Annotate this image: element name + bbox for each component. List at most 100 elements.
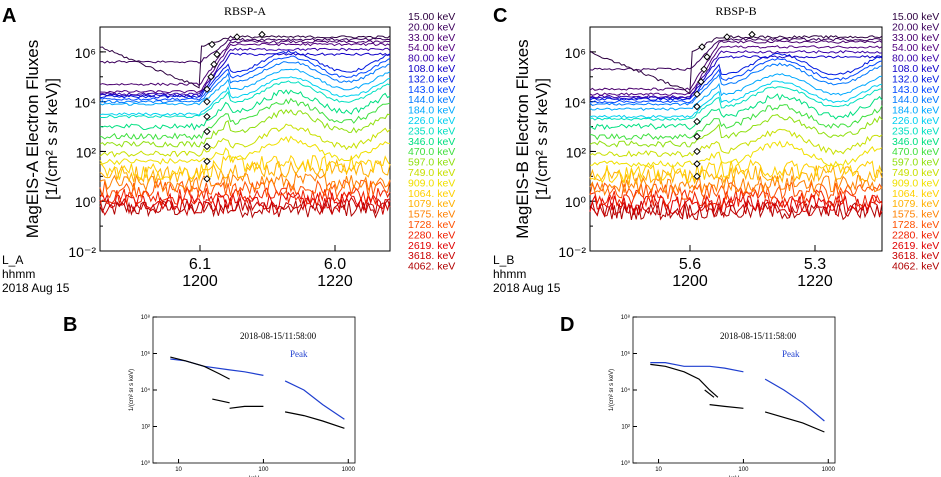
spectrum-line [229, 405, 264, 409]
timestamp-label: 2018-08-15/11:58:00 [720, 331, 797, 341]
legend-energy-label: 15.00 keV [892, 11, 939, 23]
flux-series-line [99, 109, 391, 148]
y-axis-label-line2: [1/(cm² s sr keV)] [534, 78, 551, 200]
legend-energy-label: 184.0 keV [892, 105, 939, 117]
peak-diamond-marker [693, 117, 701, 126]
y-tick-label: 10⁰ [565, 194, 587, 210]
flux-series-line [589, 37, 883, 72]
peak-diamond-marker [213, 50, 221, 59]
panel-letter-d: D [560, 314, 574, 336]
x-tick-label-time: 1220 [317, 273, 353, 290]
spectrum-line [284, 411, 345, 429]
legend-energy-label: 80.00 keV [892, 53, 939, 65]
flux-series-line [589, 174, 883, 197]
flux-series-line [99, 97, 391, 141]
legend-energy-label: 470.0 keV [408, 146, 455, 158]
y-axis-label: 1/(cm² sr s keV) [609, 369, 615, 411]
peak-diamond-marker [693, 160, 701, 168]
y-tick-label: 10² [141, 425, 150, 431]
y-tick-label: 10⁸ [141, 314, 151, 321]
flux-series-line [589, 193, 883, 214]
legend-energy-label: 144.0 keV [408, 94, 455, 106]
x-tick-label-time: 1200 [672, 273, 708, 290]
flux-series-line [589, 73, 883, 111]
flux-series-line [589, 35, 883, 95]
flux-series-line [589, 104, 883, 141]
legend-energy-label: 2619. keV [892, 240, 939, 252]
peak-diamond-marker [693, 172, 701, 181]
flux-series-line [99, 89, 391, 131]
x-row-label: L_B [493, 253, 514, 267]
flux-series-line [99, 61, 391, 104]
panel-c-flux-timeseries: RBSP-B 10⁶ 10⁴ 10² 10⁰ 10⁻² MagEIS-B Electron … [493, 4, 939, 295]
y-tick-label: 10⁰ [141, 460, 151, 467]
spectrum-line [212, 398, 230, 404]
legend-energy-label: 1728. keV [892, 219, 939, 231]
y-tick-label: 10⁶ [141, 351, 151, 358]
peak-spectrum-line [284, 380, 345, 420]
flux-series-line [589, 58, 883, 104]
legend-energy-label: 15.00 keV [408, 11, 455, 23]
y-tick-label: 10⁴ [141, 387, 151, 394]
x-tick-label-l: 5.6 [679, 256, 701, 273]
x-row-label: L_A [2, 253, 23, 267]
y-axis-label: 1/(cm² sr s keV) [129, 369, 135, 411]
legend-energy-label: 20.00 keV [892, 21, 939, 33]
legend-energy-label: 470.0 keV [892, 146, 939, 158]
flux-series-line [589, 181, 883, 201]
peak-legend-label: Peak [782, 349, 800, 359]
peak-diamond-marker [703, 53, 711, 61]
spectrum-line [709, 404, 744, 409]
y-tick-label: 10⁶ [75, 45, 96, 61]
peak-diamond-marker [203, 175, 211, 183]
legend-energy-label: 1079. keV [408, 198, 455, 210]
peak-diamond-marker [693, 102, 701, 111]
y-tick-label: 10⁰ [75, 194, 97, 210]
flux-series-line [589, 80, 883, 119]
spectrum-line [170, 356, 230, 380]
legend-energy-label: 226.0 keV [892, 115, 939, 127]
x-tick-label-l: 6.0 [324, 256, 346, 273]
x-tick-label-time: 1220 [797, 273, 833, 290]
legend-energy-label: 33.00 keV [892, 32, 939, 44]
flux-series-line [589, 50, 883, 99]
x-row-label: 2018 Aug 15 [2, 281, 70, 295]
legend-energy-label: 1064. keV [408, 188, 455, 200]
peak-diamond-marker [697, 78, 705, 86]
legend-energy-label: 184.0 keV [408, 105, 455, 117]
flux-series-line [99, 40, 391, 87]
flux-series-line [99, 191, 391, 212]
panel-b-spectrum: 10⁸10⁶10⁴10²10⁰101001000keV1/(cm² sr s k… [129, 314, 356, 477]
peak-diamond-marker [693, 132, 701, 141]
peak-legend-label: Peak [290, 349, 308, 359]
legend-energy-label: 346.0 keV [408, 136, 455, 148]
timestamp-label: 2018-08-15/11:58:00 [240, 331, 317, 341]
flux-series-line [99, 35, 391, 89]
spectrum-line [650, 363, 719, 398]
peak-diamond-marker [723, 33, 731, 41]
legend-energy-label: 132.0 keV [408, 73, 455, 85]
plot-frame [589, 26, 883, 252]
panel-d-spectrum: 10⁸10⁶10⁴10²10⁰101001000keV1/(cm² sr s k… [609, 314, 836, 477]
spectrum-line [764, 411, 825, 433]
x-row-label: 2018 Aug 15 [493, 281, 561, 295]
legend-energy-label: 909.0 keV [892, 177, 939, 189]
y-tick-label: 10⁴ [621, 387, 631, 394]
panel-letter-a: A [2, 5, 16, 27]
flux-series-line [99, 158, 391, 184]
legend-energy-label: 108.0 keV [408, 63, 455, 75]
peak-diamond-marker [203, 112, 211, 121]
peak-diamond-marker [203, 127, 211, 136]
legend-energy-label: 54.00 keV [408, 42, 455, 54]
peak-diamond-marker [258, 30, 266, 39]
spectrum-line [704, 389, 715, 398]
legend-energy-label: 2280. keV [892, 229, 939, 241]
flux-series-line [589, 52, 883, 101]
y-tick-label: 10² [566, 144, 587, 160]
flux-series-line [589, 45, 883, 96]
flux-series-line [589, 93, 883, 131]
legend-energy-label: 749.0 keV [892, 167, 939, 179]
flux-series-line [99, 187, 391, 207]
flux-series-line [99, 123, 391, 158]
flux-series-line [100, 80, 391, 119]
